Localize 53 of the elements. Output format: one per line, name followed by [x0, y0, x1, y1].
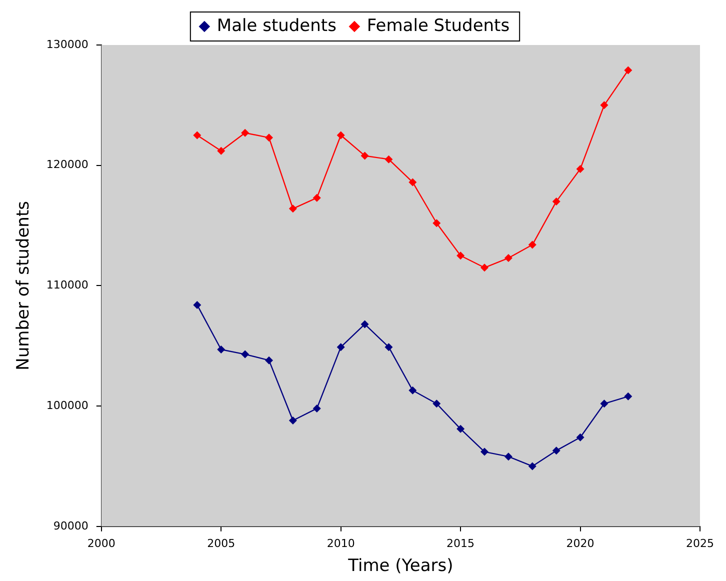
x-tick-label: 2005 — [207, 536, 236, 550]
point — [336, 131, 345, 140]
point — [360, 152, 369, 160]
point — [456, 424, 465, 433]
y-tick-label: 110000 — [46, 278, 88, 292]
point — [624, 66, 632, 74]
point — [312, 404, 321, 412]
point — [552, 446, 560, 455]
y-tick-label: 100000 — [46, 398, 88, 412]
point — [528, 240, 536, 249]
y-tick-label: 90000 — [53, 519, 88, 532]
point — [336, 343, 345, 352]
point — [241, 350, 250, 358]
y-axis-title: Number of students — [14, 200, 34, 370]
point — [504, 254, 512, 262]
point — [193, 300, 202, 309]
point — [600, 400, 608, 408]
x-tick-label: 2020 — [566, 536, 594, 550]
point — [624, 392, 632, 400]
point — [384, 155, 393, 164]
point — [241, 128, 250, 137]
point — [288, 416, 297, 424]
point — [528, 462, 536, 470]
point — [312, 194, 321, 202]
y-tick-label: 130000 — [46, 38, 88, 51]
point — [432, 219, 441, 228]
point — [432, 400, 441, 408]
x-tick-label: 2010 — [326, 536, 355, 550]
x-tick-label: 2000 — [87, 536, 116, 550]
point — [265, 356, 273, 364]
point — [408, 178, 417, 186]
point — [288, 204, 297, 213]
point — [504, 452, 512, 461]
point — [193, 131, 202, 140]
x-tick-label: 2015 — [446, 536, 475, 550]
point — [265, 134, 273, 142]
legend-label: Female Students — [366, 16, 510, 36]
point — [360, 320, 369, 328]
point — [217, 146, 226, 155]
legend-label: Male students — [216, 16, 337, 36]
point — [600, 101, 608, 110]
x-tick-label: 2025 — [686, 536, 714, 550]
point — [217, 345, 226, 354]
point — [576, 164, 584, 173]
y-tick-label: 120000 — [46, 158, 88, 172]
point — [384, 343, 393, 352]
point — [480, 264, 488, 272]
point — [552, 197, 560, 206]
point — [480, 448, 488, 456]
point — [408, 386, 417, 394]
x-axis-title: Time (Years) — [347, 556, 454, 576]
point — [576, 433, 584, 442]
point — [456, 252, 465, 260]
